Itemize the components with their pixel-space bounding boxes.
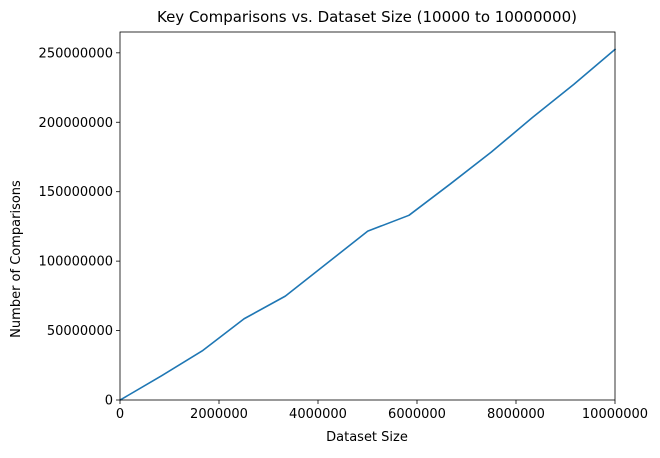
x-tick-label: 4000000 <box>289 407 347 422</box>
x-tick-label: 8000000 <box>487 407 545 422</box>
x-tick-label: 10000000 <box>582 407 648 422</box>
y-tick-label: 200000000 <box>39 116 113 131</box>
y-tick-label: 150000000 <box>39 185 113 200</box>
y-tick-label: 50000000 <box>47 324 113 339</box>
axes-frame <box>119 31 616 401</box>
plot-area: 0 2000000 4000000 6000000 8000000 10000000050… <box>39 31 648 422</box>
x-tick-label: 2000000 <box>190 407 248 422</box>
y-tick-label: 100000000 <box>39 255 113 270</box>
chart-title: Key Comparisons vs. Dataset Size (10000 … <box>157 8 577 26</box>
x-tick-label: 0 <box>116 407 124 422</box>
x-axis-title: Dataset Size <box>326 430 408 445</box>
y-axis-title: Number of Comparisons <box>9 180 24 338</box>
y-tick-label: 250000000 <box>39 46 113 61</box>
x-tick-label: 6000000 <box>388 407 446 422</box>
data-line <box>119 48 617 401</box>
y-tick-label: 0 <box>105 394 113 409</box>
